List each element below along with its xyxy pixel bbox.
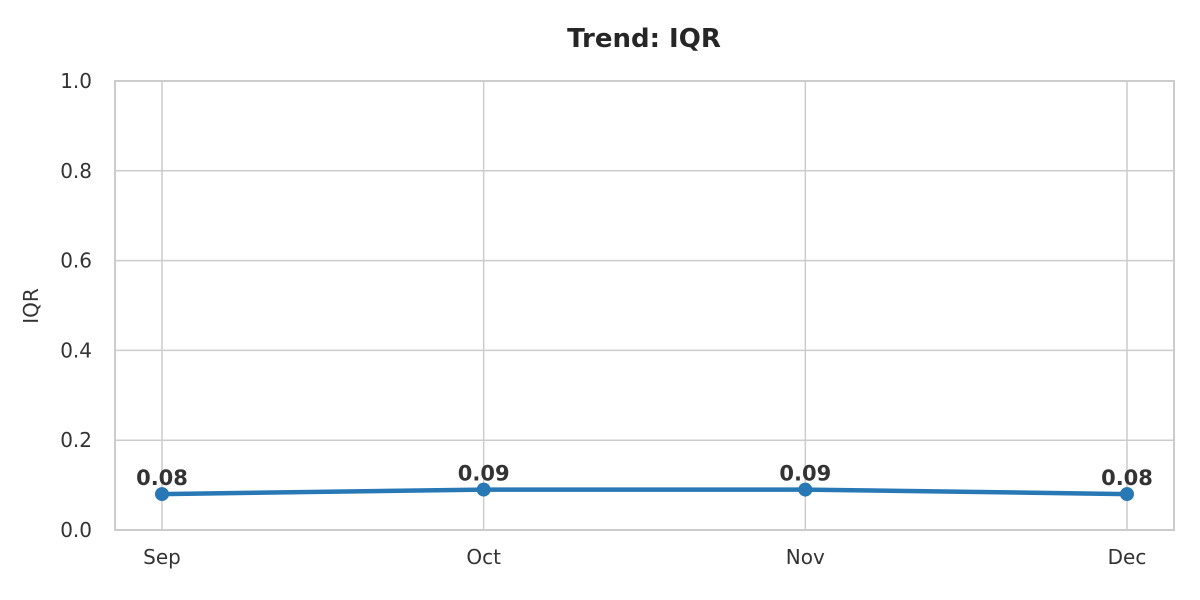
- y-tick-label: 0.4: [60, 338, 92, 362]
- y-axis-label: IQR: [19, 288, 43, 324]
- data-point-dec: [1120, 487, 1134, 502]
- y-tick-label: 0.6: [60, 249, 92, 273]
- x-tick-label-oct: Oct: [466, 545, 501, 569]
- grid-layer: [114, 80, 1175, 531]
- y-tick-label: 0.2: [60, 428, 92, 452]
- plot-area-border: [114, 80, 1175, 531]
- y-tick-label: 0.8: [60, 159, 92, 183]
- y-tick-label: 1.0: [60, 69, 92, 93]
- trend-line: [159, 487, 1130, 497]
- data-point-sep: [155, 487, 169, 502]
- data-point-nov: [798, 482, 813, 497]
- x-tick-label-sep: Sep: [143, 545, 181, 569]
- data-point-value-label: 0.08: [136, 466, 188, 490]
- data-point-oct: [476, 482, 491, 497]
- chart-title: Trend: IQR: [567, 24, 721, 54]
- axis-tick-labels: 0.0 0.2 0.4 0.6 0.8 1.0 Sep Oct Nov Dec: [60, 69, 1146, 569]
- data-point-value-label: 0.08: [1101, 466, 1153, 490]
- x-tick-label-dec: Dec: [1108, 545, 1147, 569]
- data-point-value-label: 0.09: [779, 462, 831, 486]
- y-tick-label: 0.0: [60, 518, 92, 542]
- trend-line-series: 0.08 0.09 0.09 0.08: [136, 462, 1153, 502]
- x-tick-label-nov: Nov: [786, 545, 825, 569]
- data-point-value-label: 0.09: [458, 462, 510, 486]
